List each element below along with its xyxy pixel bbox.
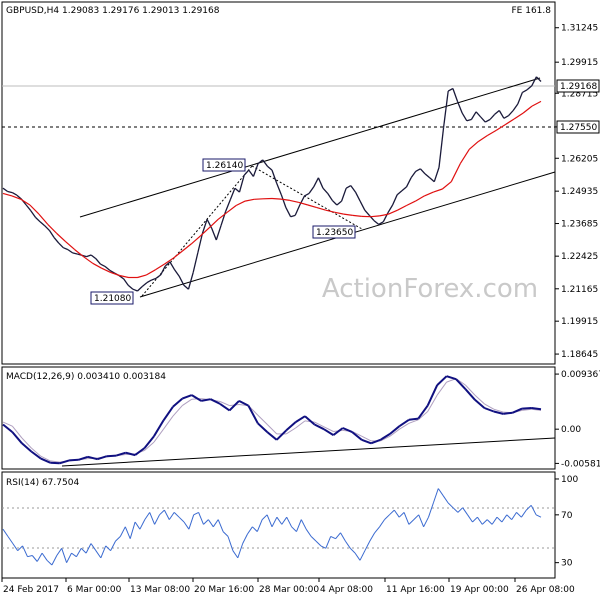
macd-segment bbox=[532, 408, 541, 409]
moving-average-segment bbox=[371, 216, 380, 217]
time-axis-tick-label: 13 Mar 08:00 bbox=[130, 585, 190, 595]
level-price-label: 1.27550 bbox=[560, 123, 597, 133]
price-axis-tick-label: 1.19915 bbox=[561, 317, 598, 327]
price-axis-tick-label: 1.31245 bbox=[561, 24, 598, 34]
swing-low-label-2: 1.23650 bbox=[316, 228, 353, 238]
macd-segment bbox=[503, 413, 513, 414]
fe-label: FE 161.8 bbox=[512, 6, 552, 16]
macd-segment bbox=[107, 456, 117, 457]
time-axis-tick-label: 19 Apr 00:00 bbox=[450, 585, 509, 595]
time-axis-tick-label: 4 Apr 08:00 bbox=[320, 585, 373, 595]
price-axis-tick-label: 1.23685 bbox=[561, 220, 598, 230]
level-price-tag: 1.27550 bbox=[557, 121, 599, 133]
macd-axis-tick-label: 0.00 bbox=[561, 425, 581, 435]
price-axis-tick-label: 1.18645 bbox=[561, 350, 598, 360]
price-axis-tick-label: 1.29915 bbox=[561, 58, 598, 68]
time-axis-tick-label: 26 Apr 08:00 bbox=[516, 585, 575, 595]
rsi-axis-tick-label: 100 bbox=[561, 475, 578, 485]
macd-title: MACD(12,26,9) 0.003410 0.003184 bbox=[6, 372, 166, 382]
price-axis-tick-label: 1.24935 bbox=[561, 187, 598, 197]
swing-low-annotation-1: 1.21080 bbox=[91, 292, 133, 304]
macd-segment bbox=[69, 460, 78, 461]
time-axis-tick-label: 20 Mar 16:00 bbox=[194, 585, 254, 595]
macd-segment bbox=[522, 408, 532, 409]
swing-low-annotation-2: 1.23650 bbox=[313, 226, 355, 238]
moving-average-segment bbox=[254, 199, 263, 200]
time-axis-tick-label: 24 Feb 2017 bbox=[3, 585, 59, 595]
time-axis-tick-label: 6 Mar 00:00 bbox=[67, 585, 122, 595]
swing-high-label: 1.26140 bbox=[206, 161, 243, 171]
rsi-axis-tick-label: 70 bbox=[561, 511, 573, 521]
last-price-tag: 1.29168 bbox=[557, 80, 599, 92]
price-axis-tick-label: 1.21165 bbox=[561, 285, 598, 295]
price-axis-tick-label: 1.26205 bbox=[561, 154, 598, 164]
macd-segment bbox=[50, 463, 59, 464]
time-axis-tick-label: 11 Apr 16:00 bbox=[386, 585, 445, 595]
rsi-axis-tick-label: 30 bbox=[561, 559, 573, 569]
last-price-label: 1.29168 bbox=[560, 82, 597, 92]
macd-axis-tick-label: 0.009367 bbox=[561, 370, 600, 380]
swing-low-label-1: 1.21080 bbox=[94, 294, 131, 304]
macd-segment bbox=[409, 419, 418, 420]
symbol-info: GBPUSD,H4 1.29083 1.29176 1.29013 1.2916… bbox=[6, 6, 220, 16]
time-axis-tick-label: 28 Mar 00:00 bbox=[259, 585, 319, 595]
watermark: ActionForex.com bbox=[322, 274, 538, 304]
price-axis-tick-label: 1.22425 bbox=[561, 252, 598, 262]
macd-axis-tick-label: -0.005819 bbox=[561, 459, 600, 469]
swing-high-annotation: 1.26140 bbox=[203, 159, 245, 171]
rsi-title: RSI(14) 67.7504 bbox=[6, 478, 79, 488]
moving-average-segment bbox=[272, 199, 281, 200]
